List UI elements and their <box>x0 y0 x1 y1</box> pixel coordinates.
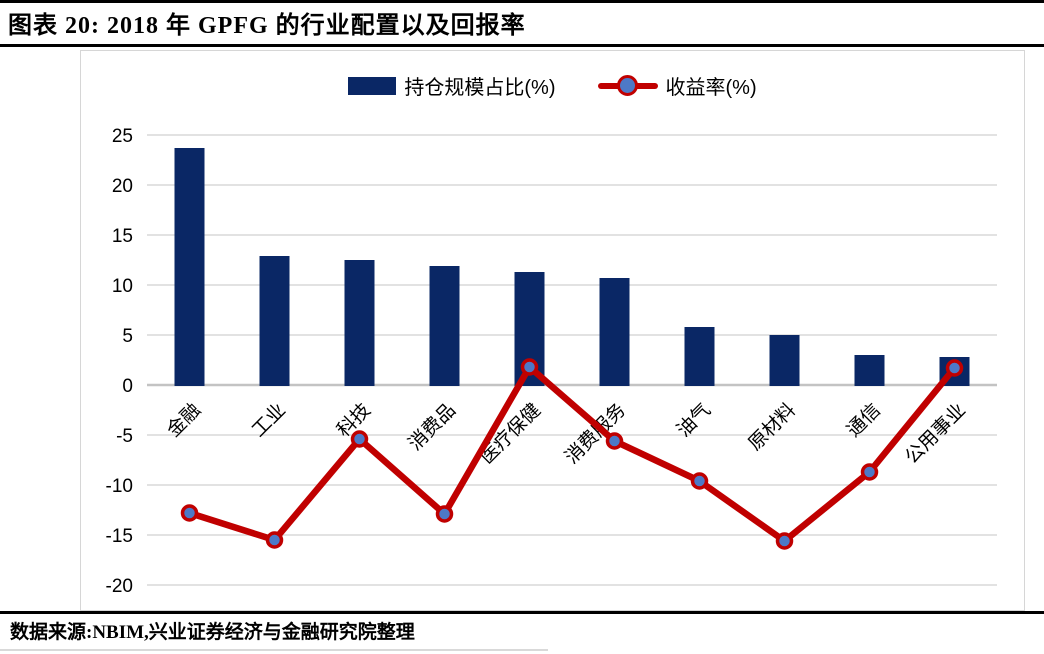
data-point-marker <box>945 359 964 377</box>
bar-swatch-icon <box>348 76 397 95</box>
x-category-label: 消费服务 <box>561 399 630 468</box>
data-point-marker <box>690 472 709 490</box>
bar <box>344 260 375 386</box>
legend-item-line: 收益率(%) <box>597 71 757 100</box>
y-tick-label: -15 <box>106 526 133 547</box>
bar <box>429 266 460 386</box>
y-tick-label: 20 <box>112 176 133 197</box>
data-point-marker <box>605 432 624 450</box>
line-marker-swatch-icon <box>597 74 658 97</box>
data-point-marker <box>520 358 539 376</box>
y-tick-label: -5 <box>116 426 133 447</box>
legend: 持仓规模占比(%) 收益率(%) <box>81 71 1024 100</box>
bar <box>684 327 715 386</box>
data-point-marker <box>350 430 369 448</box>
chart-panel: 25 20 15 10 5 0 -5 -10 -15 -20 金融 工业 科技 消费品 医疗保健 消费服务 油气… <box>80 50 1025 611</box>
legend-bar-label: 持仓规模占比(%) <box>404 77 556 99</box>
bottom-partial-rule <box>0 649 548 651</box>
data-point-marker <box>180 504 199 522</box>
y-tick-label: 5 <box>122 326 133 347</box>
y-tick-label: 0 <box>122 376 133 397</box>
data-point-marker <box>265 531 284 549</box>
y-tick-label: 25 <box>112 126 133 147</box>
figure-title: 图表 20: 2018 年 GPFG 的行业配置以及回报率 <box>8 13 526 39</box>
bar <box>854 355 885 386</box>
data-point-marker <box>860 463 879 481</box>
y-tick-label: 15 <box>112 226 133 247</box>
bar <box>599 278 630 386</box>
data-point-marker <box>435 505 454 523</box>
x-category-label: 消费品 <box>404 399 460 455</box>
legend-line-label: 收益率(%) <box>665 77 757 99</box>
bar <box>769 335 800 386</box>
bar <box>259 256 290 386</box>
return-line <box>186 363 958 545</box>
footer-rule <box>0 611 1044 614</box>
title-rule <box>0 44 1044 47</box>
y-tick-label: -10 <box>106 476 133 497</box>
top-rule <box>0 0 1044 3</box>
legend-marker-icon <box>616 74 638 96</box>
x-category-label: 公用事业 <box>901 399 970 468</box>
data-point-marker <box>775 532 794 550</box>
source-note: 数据来源:NBIM,兴业证券经济与金融研究院整理 <box>10 622 415 643</box>
x-category-label: 原材料 <box>744 399 800 455</box>
y-tick-label: -20 <box>106 576 133 597</box>
bar <box>174 148 205 386</box>
legend-item-bars: 持仓规模占比(%) <box>348 71 556 100</box>
x-category-label: 医疗保健 <box>476 399 545 468</box>
y-tick-label: 10 <box>112 276 133 297</box>
